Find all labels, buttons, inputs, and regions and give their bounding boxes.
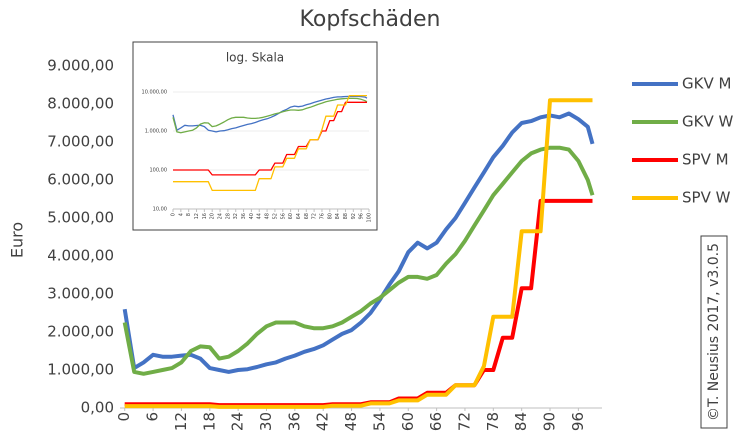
- main-plot: 0,00 1.000,00 2.000,00 3.000,00 4.000,00 5.00…: [47, 57, 602, 431]
- y-tick-label: 1.000,00: [47, 361, 114, 379]
- legend-label: SPV W: [682, 189, 731, 207]
- x-tick-label: 4: [178, 213, 184, 216]
- x-tick-label: 32: [233, 213, 239, 219]
- x-tick-label: 48: [342, 412, 360, 431]
- annotation: ©T. Neusius 2017, v3.0.5: [706, 243, 722, 421]
- x-tick-label: 92: [351, 213, 357, 219]
- x-tick-label: 30: [257, 412, 275, 431]
- series-line: [124, 98, 593, 409]
- x-tick-label: 40: [249, 213, 255, 219]
- series-line: [173, 101, 367, 176]
- y-tick-label: 9.000,00: [47, 57, 114, 75]
- x-tick-label: 56: [280, 213, 286, 219]
- x-tick-label: 72: [455, 412, 473, 431]
- x-tick-label: 0: [115, 412, 133, 422]
- x-tick-label: 20: [210, 213, 216, 219]
- x-tick-label: 12: [172, 412, 190, 431]
- x-tick-label: 28: [225, 213, 231, 219]
- x-tick-label: 36: [241, 213, 247, 219]
- y-tick-label: 0,00: [81, 399, 114, 417]
- x-tick-label: 96: [359, 213, 365, 219]
- x-tick-label: 64: [296, 213, 302, 219]
- x-tick-label: 96: [569, 412, 587, 431]
- series-line: [122, 145, 595, 376]
- y-tick-label: 100,00: [150, 168, 168, 174]
- legend-label: GKV M: [682, 75, 731, 93]
- series-line: [172, 95, 368, 133]
- x-tick-label: 18: [200, 412, 218, 431]
- x-tick-label: 60: [399, 412, 417, 431]
- x-tick-label: 24: [218, 213, 224, 219]
- x-tick-label: 90: [541, 412, 559, 431]
- series-line: [122, 111, 595, 374]
- chart-title: Kopfschäden: [300, 7, 441, 32]
- x-tick-label: 44: [257, 213, 263, 219]
- x-tick-label: 42: [314, 412, 332, 431]
- y-tick-label: 2.000,00: [47, 323, 114, 341]
- y-tick-label: 6.000,00: [47, 171, 114, 189]
- x-tick-label: 100: [367, 213, 373, 223]
- x-tick-label: 66: [427, 412, 445, 431]
- legend-label: GKV W: [682, 113, 733, 131]
- x-tick-label: 84: [335, 213, 341, 219]
- y-tick-label: 7.000,00: [47, 133, 114, 151]
- x-tick-label: 48: [265, 213, 271, 219]
- x-tick-label: 78: [484, 412, 502, 431]
- y-tick-label: 1.000,00: [145, 129, 167, 135]
- x-tick-label: 88: [343, 213, 349, 219]
- series-line: [173, 94, 367, 192]
- inset-box: [132, 41, 378, 231]
- y-tick-label: 5.000,00: [47, 209, 114, 227]
- legend: GKV M GKV W SPV M SPV W: [632, 75, 733, 207]
- y-tick-label: 4.000,00: [47, 247, 114, 265]
- y-tick-label: 10.000,00: [142, 90, 167, 96]
- x-tick-label: 52: [272, 213, 278, 219]
- y-tick-label: 10,00: [153, 207, 167, 213]
- y-tick-label: 8.000,00: [47, 95, 114, 113]
- x-tick-label: 8: [186, 213, 192, 216]
- x-tick-label: 80: [327, 213, 333, 219]
- annotation-box: [700, 235, 728, 429]
- y-tick-label: 3.000,00: [47, 285, 114, 303]
- x-tick-label: 36: [285, 412, 303, 431]
- x-tick-label: 54: [370, 412, 388, 431]
- x-tick-label: 16: [202, 213, 208, 219]
- x-tick-label: 0: [171, 213, 177, 216]
- x-tick-label: 72: [312, 213, 318, 219]
- y-axis-label: Euro: [8, 222, 27, 258]
- legend-label: SPV M: [682, 151, 729, 169]
- x-tick-label: 68: [304, 213, 310, 219]
- x-tick-label: 76: [319, 213, 325, 219]
- inset-title: log. Skala: [226, 51, 284, 65]
- x-tick-label: 12: [194, 213, 200, 219]
- x-tick-label: 84: [512, 412, 530, 431]
- x-tick-label: 6: [144, 412, 162, 422]
- series-line: [172, 97, 368, 134]
- x-tick-label: 24: [229, 412, 247, 431]
- x-tick-label: 60: [288, 213, 294, 219]
